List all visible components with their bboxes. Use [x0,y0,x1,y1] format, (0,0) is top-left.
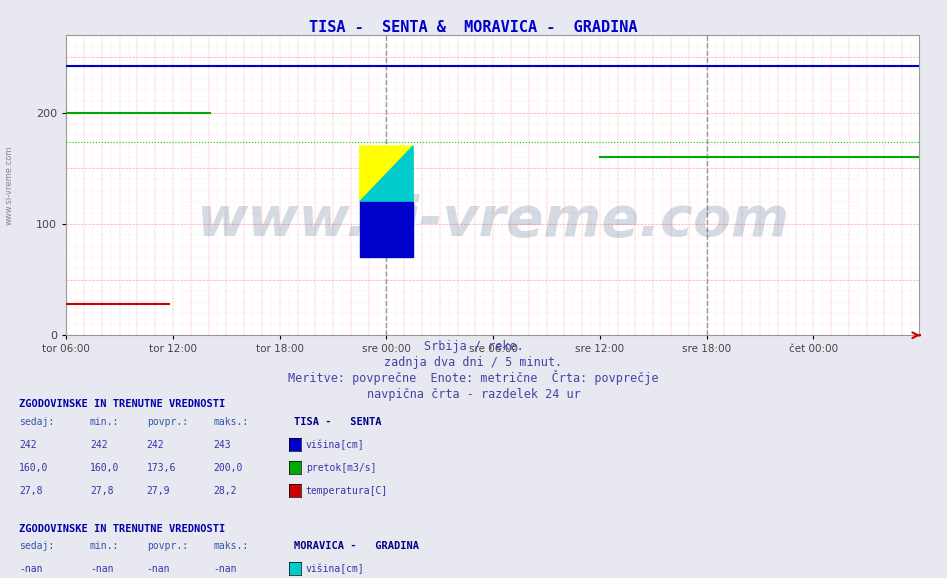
Text: min.:: min.: [90,417,119,427]
Text: 28,2: 28,2 [213,486,237,496]
Text: povpr.:: povpr.: [147,541,188,551]
Text: 27,8: 27,8 [19,486,43,496]
Text: 200,0: 200,0 [213,463,242,473]
Text: ZGODOVINSKE IN TRENUTNE VREDNOSTI: ZGODOVINSKE IN TRENUTNE VREDNOSTI [19,399,225,409]
Text: maks.:: maks.: [213,417,248,427]
Text: maks.:: maks.: [213,541,248,551]
Text: 243: 243 [213,440,231,450]
Text: povpr.:: povpr.: [147,417,188,427]
Text: sedaj:: sedaj: [19,541,54,551]
Text: -nan: -nan [147,564,170,574]
Text: 27,9: 27,9 [147,486,170,496]
Text: višina[cm]: višina[cm] [306,564,365,574]
Text: sedaj:: sedaj: [19,417,54,427]
Polygon shape [360,146,413,202]
Text: navpična črta - razdelek 24 ur: navpična črta - razdelek 24 ur [366,388,581,401]
Text: ZGODOVINSKE IN TRENUTNE VREDNOSTI: ZGODOVINSKE IN TRENUTNE VREDNOSTI [19,524,225,533]
Text: -nan: -nan [213,564,237,574]
Text: -nan: -nan [90,564,114,574]
Text: 242: 242 [19,440,37,450]
Text: temperatura[C]: temperatura[C] [306,486,388,496]
Text: 160,0: 160,0 [19,463,48,473]
Text: 173,6: 173,6 [147,463,176,473]
Text: 27,8: 27,8 [90,486,114,496]
Text: pretok[m3/s]: pretok[m3/s] [306,463,376,473]
Text: min.:: min.: [90,541,119,551]
Text: Srbija / reke.: Srbija / reke. [423,340,524,353]
Text: MORAVICA -   GRADINA: MORAVICA - GRADINA [294,541,419,551]
Polygon shape [360,146,413,202]
Text: 160,0: 160,0 [90,463,119,473]
Text: 242: 242 [147,440,165,450]
Text: www.si-vreme.com: www.si-vreme.com [196,194,789,248]
Text: www.si-vreme.com: www.si-vreme.com [5,145,14,225]
Text: Meritve: povprečne  Enote: metrične  Črta: povprečje: Meritve: povprečne Enote: metrične Črta:… [288,370,659,385]
FancyBboxPatch shape [360,202,413,257]
Text: višina[cm]: višina[cm] [306,439,365,450]
Text: TISA -  SENTA &  MORAVICA -  GRADINA: TISA - SENTA & MORAVICA - GRADINA [310,20,637,35]
Text: TISA -   SENTA: TISA - SENTA [294,417,381,427]
Text: zadnja dva dni / 5 minut.: zadnja dva dni / 5 minut. [384,356,563,369]
Text: 242: 242 [90,440,108,450]
Text: -nan: -nan [19,564,43,574]
